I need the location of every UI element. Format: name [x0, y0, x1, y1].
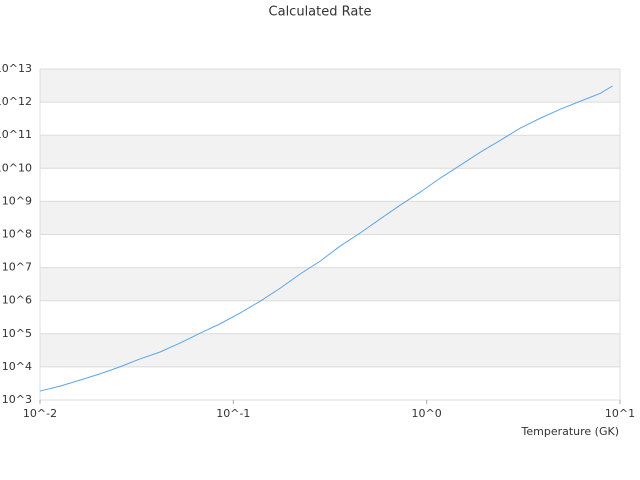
y-tick-label: 10^8: [2, 228, 32, 241]
y-tick-label: 10^11: [0, 128, 32, 141]
grid-band: [40, 69, 620, 103]
y-tick-label: 10^3: [2, 393, 32, 406]
x-tick-label: 10^-1: [216, 407, 250, 420]
chart-title: Calculated Rate: [269, 5, 372, 20]
grid-band: [40, 333, 620, 367]
y-tick-label: 10^9: [2, 194, 32, 207]
grid-band: [40, 201, 620, 235]
x-tick-label: 10^0: [412, 407, 442, 420]
y-tick-label: 10^13: [0, 62, 32, 75]
x-tick-label: 10^-2: [23, 407, 57, 420]
y-tick-label: 10^7: [2, 261, 32, 274]
y-tick-label: 10^6: [2, 294, 32, 307]
grid-band: [40, 135, 620, 169]
grid-band: [40, 267, 620, 301]
x-axis-label: Temperature (GK): [521, 425, 620, 438]
line: [39, 85, 613, 392]
y-tick-label: 10^12: [0, 95, 32, 108]
x-tick-label: 10^1: [605, 407, 635, 420]
y-tick-label: 10^10: [0, 161, 32, 174]
y-tick-label: 10^5: [2, 327, 32, 340]
y-tick-label: 10^4: [2, 360, 32, 373]
